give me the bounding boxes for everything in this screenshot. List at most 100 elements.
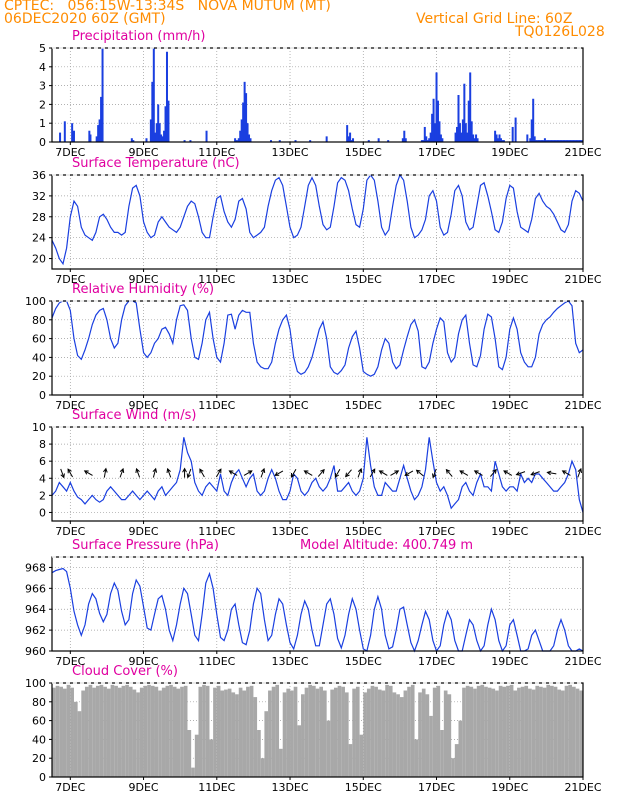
precip-bar <box>461 119 464 142</box>
wind-arrow <box>530 471 540 476</box>
wind-arrow-head <box>228 470 234 475</box>
wind-arrow <box>345 469 352 478</box>
wind-arrow-head <box>152 467 158 473</box>
wind-arrow-shaft <box>369 468 376 478</box>
cloud-bar <box>231 692 236 777</box>
precip-bar <box>165 51 168 143</box>
wind-arrow-head <box>459 470 465 475</box>
cloud-bar <box>572 686 576 777</box>
x-tick-label: 19DEC <box>491 525 528 538</box>
wind-arrow <box>83 470 93 476</box>
wind-arrow <box>445 468 453 477</box>
precip-bar <box>149 119 152 142</box>
precip-bar <box>473 138 476 142</box>
wind-arrow <box>369 468 376 478</box>
wind-arrow <box>546 470 557 476</box>
wind-arrow-head <box>260 467 266 473</box>
cloud-bar <box>330 689 334 777</box>
cloud-bar <box>52 687 56 777</box>
y-tick-label: 960 <box>25 645 46 658</box>
cloud-bar <box>355 686 360 777</box>
precip-bar <box>441 138 444 142</box>
precip-bar <box>540 140 543 142</box>
wind-arrow-head <box>103 467 108 473</box>
cloud-bar <box>136 692 140 777</box>
wind-arrow-shaft <box>60 468 65 478</box>
y-tick-label: 1 <box>39 117 46 130</box>
precip-bar <box>458 123 461 142</box>
y-tick-label: 0 <box>39 506 46 519</box>
x-tick-label: 17DEC <box>418 146 455 159</box>
x-tick-label: 9DEC <box>128 525 158 538</box>
wind-arrow <box>119 467 125 478</box>
precip-bar <box>464 123 467 142</box>
x-tick-label: 15DEC <box>345 399 382 412</box>
y-tick-label: 4 <box>39 61 46 74</box>
wind-arrow <box>357 467 363 478</box>
cloud-bar <box>495 690 499 777</box>
cloud-bar <box>227 688 232 777</box>
wind-arrow-head <box>135 467 140 473</box>
wind-arrow <box>182 467 187 478</box>
wind-arrow <box>103 467 108 478</box>
precip-bar <box>183 140 186 142</box>
y-tick-label: 0 <box>39 771 46 784</box>
pressure-title: Surface Pressure (hPa) <box>72 538 219 553</box>
cloud-bar <box>81 690 85 777</box>
precip-bar <box>476 138 479 142</box>
plot-frame <box>51 556 584 652</box>
wind-arrow <box>166 467 172 478</box>
x-tick-label: 17DEC <box>418 525 455 538</box>
y-tick-label: 40 <box>32 733 46 746</box>
x-tick-label: 9DEC <box>128 273 158 286</box>
cloud-bar <box>121 685 126 777</box>
wind-arrow-shaft <box>516 471 526 476</box>
precip-bar <box>558 140 561 142</box>
cloud-bar <box>410 684 415 777</box>
wind-arrow-shaft <box>152 468 157 478</box>
wind-arrow-shaft <box>291 468 297 478</box>
y-tick-label: 32 <box>32 190 46 203</box>
cloud-bar <box>491 688 496 777</box>
cloud-bar <box>198 686 203 777</box>
precip-bar <box>240 119 243 142</box>
cloud-bar <box>553 686 558 777</box>
precip-bar <box>533 136 536 142</box>
wind-arrow <box>432 468 437 479</box>
x-tick-label: 9DEC <box>128 781 158 794</box>
y-tick-label: 3 <box>39 80 46 93</box>
wind-arrow <box>152 467 158 478</box>
cloud-bar <box>59 686 63 777</box>
cloud-bar <box>465 685 470 777</box>
cloud-bar <box>381 690 386 777</box>
wind-arrow-head <box>166 467 171 473</box>
precip-bar <box>325 136 328 142</box>
precip-bar <box>570 140 573 142</box>
cloud-bar <box>282 692 287 777</box>
cloud-bar <box>473 688 477 777</box>
x-tick-label: 19DEC <box>491 399 528 412</box>
y-tick-label: 2 <box>39 489 46 502</box>
cloud-bar <box>407 686 411 777</box>
precip-bar <box>514 117 517 142</box>
cloud-bar <box>62 688 67 777</box>
precip-bar <box>205 130 208 142</box>
cloud-bar <box>451 758 455 777</box>
precip-bar <box>100 96 103 142</box>
cloud-bar <box>169 684 173 777</box>
precip-bar <box>436 100 439 142</box>
panel-pressure: 960 962 964 966 968 7DEC 9DEC 11DEC 13DEC 15DEC 17… <box>25 538 602 668</box>
y-tick-label: 968 <box>25 561 46 574</box>
wind-arrow-head <box>415 469 421 475</box>
precip-title: Precipitation (mm/h) <box>72 29 205 44</box>
cloud-bar <box>84 686 89 777</box>
wind-arrow <box>243 470 253 476</box>
precip-bar <box>59 132 62 142</box>
wind-arrow-head <box>290 472 296 478</box>
cloud-bar <box>542 687 547 777</box>
wind-arrow <box>473 470 483 476</box>
wind-arrow-shaft <box>432 468 437 478</box>
precip-bar <box>565 140 568 142</box>
precip-bar <box>467 100 470 142</box>
